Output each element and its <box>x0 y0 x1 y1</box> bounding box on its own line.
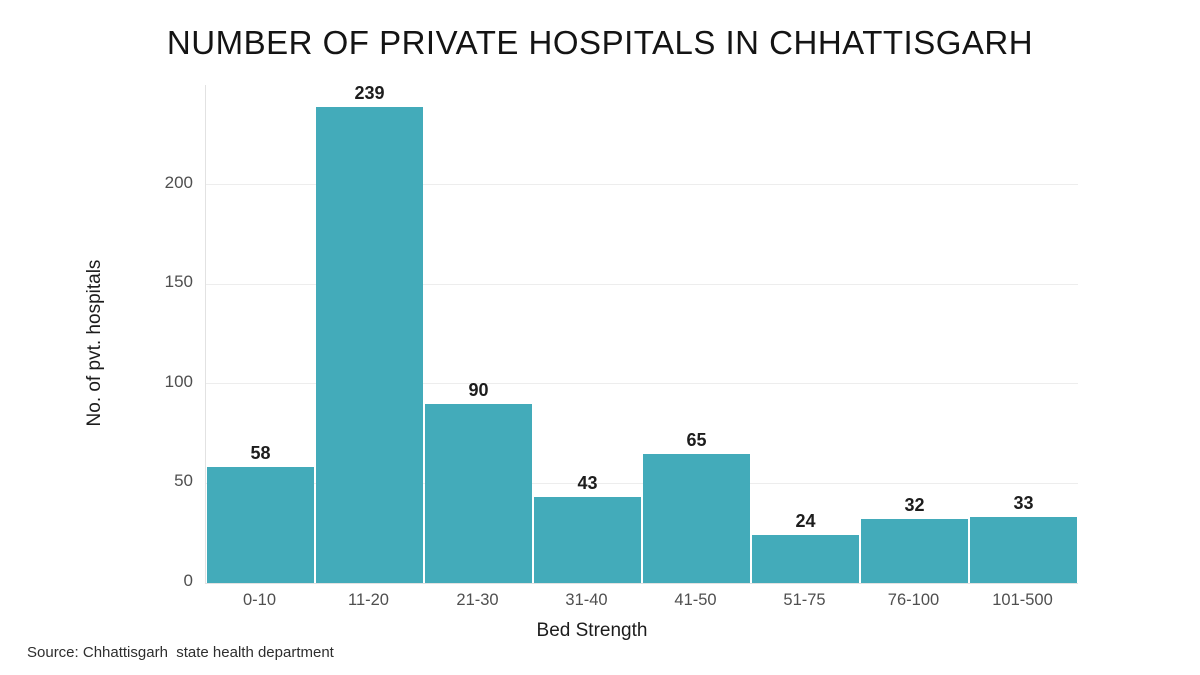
bar-11-20 <box>316 106 423 583</box>
gridline-200 <box>206 184 1078 186</box>
gridline-150 <box>206 283 1078 285</box>
gridline-50 <box>206 482 1078 484</box>
gridline-100 <box>206 383 1078 385</box>
x-tick-label-76-100: 76-100 <box>887 591 940 609</box>
bar-value-label-101-500: 33 <box>1013 493 1034 514</box>
bar-31-40 <box>534 497 641 583</box>
bar-101-500 <box>970 517 1077 583</box>
x-tick-label-101-500: 101-500 <box>992 591 1053 609</box>
x-tick-label-11-20: 11-20 <box>348 591 389 609</box>
bar-21-30 <box>425 403 532 583</box>
plot-area: 58 239 90 43 65 24 32 33 <box>205 82 1078 584</box>
bar-value-label-0-10: 58 <box>250 443 271 464</box>
x-tick-label-51-75: 51-75 <box>783 591 826 609</box>
chart-title: NUMBER OF PRIVATE HOSPITALS IN CHHATTISG… <box>166 24 1034 61</box>
bar-value-label-41-50: 65 <box>686 429 707 450</box>
y-axis-ticks: 0 50 100 150 200 <box>0 85 193 590</box>
bar-76-100 <box>861 519 968 583</box>
y-tick-label-100: 100 <box>164 371 193 391</box>
x-tick-label-21-30: 21-30 <box>456 591 499 609</box>
y-tick-label-0: 0 <box>183 571 193 590</box>
x-axis-ticks: 0-10 11-20 21-30 31-40 41-50 51-75 76-100 101-5… <box>205 590 1077 612</box>
y-tick-label-200: 200 <box>164 172 193 192</box>
x-tick-label-0-10: 0-10 <box>242 591 277 609</box>
x-tick-label-31-40: 31-40 <box>565 591 608 609</box>
bar-value-label-31-40: 43 <box>577 473 598 494</box>
x-axis-title: Bed Strength <box>536 620 648 641</box>
source-note: Source: Chhattisgarh state health depart… <box>27 644 334 661</box>
bar-value-label-76-100: 32 <box>904 495 925 516</box>
x-tick-label-41-50: 41-50 <box>674 591 717 609</box>
y-tick-label-150: 150 <box>164 272 193 292</box>
bar-value-label-11-20: 239 <box>354 82 385 103</box>
bar-value-label-21-30: 90 <box>468 379 489 400</box>
y-tick-label-50: 50 <box>174 471 193 491</box>
bar-41-50 <box>643 453 750 583</box>
bar-51-75 <box>752 535 859 583</box>
bar-value-label-51-75: 24 <box>795 511 816 532</box>
bar-0-10 <box>207 467 314 583</box>
